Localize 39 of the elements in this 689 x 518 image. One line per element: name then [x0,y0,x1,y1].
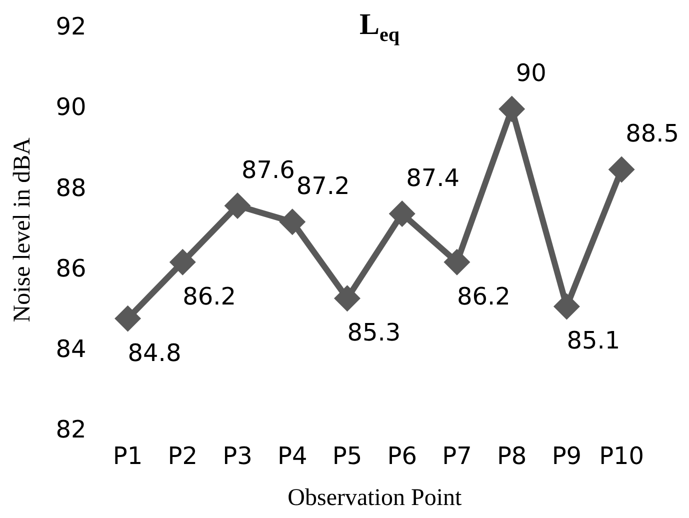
y-tick-label: 82 [56,416,86,444]
point [226,194,250,218]
data-label: 86.2 [182,282,236,310]
data-label: 84.8 [128,338,182,367]
y-axis-title: Noise level in dBA [10,136,36,322]
chart-title: L$_{eq}$ [359,8,400,46]
x-tick-label: P5 [332,442,362,470]
data-label: 87.6 [242,156,295,184]
point [170,250,195,274]
data-label: 87.2 [296,172,350,200]
data-label: 90 [516,59,546,88]
point [280,210,304,234]
data-label: 86.2 [456,282,510,310]
y-tick-label: 90 [56,93,86,122]
x-tick-label: P8 [496,442,527,470]
x-tick-label: P2 [168,442,198,470]
x-tick-label: P7 [442,442,472,470]
data-label: 88.5 [626,120,680,148]
point [116,306,140,331]
x-tick-label: P1 [112,442,143,470]
data-label: 85.1 [566,326,620,355]
point [554,294,579,318]
x-axis-title: Observation Point [288,484,462,511]
y-tick-label: 86 [56,254,86,282]
point [610,157,634,182]
x-tick-label: P3 [222,442,252,470]
x-tick-label: P10 [599,442,644,470]
y-tick-label: 84 [56,335,86,364]
y-tick-label: 88 [56,174,86,202]
point [500,97,524,121]
x-tick-label: P9 [552,442,582,470]
point [390,202,414,226]
x-tick-label: P4 [277,442,308,470]
point [444,250,469,274]
data-label: 85.3 [347,318,401,347]
point [335,286,360,310]
x-tick-label: P6 [387,442,417,470]
data-label: 87.4 [406,164,460,192]
y-tick-label: 92 [56,12,86,41]
